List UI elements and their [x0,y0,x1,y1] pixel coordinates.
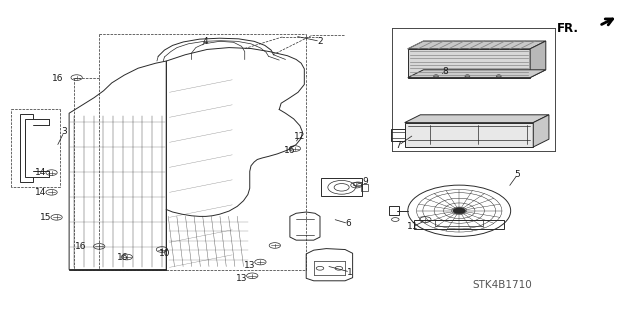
Text: 5: 5 [515,170,520,179]
Text: 10: 10 [159,249,170,258]
Text: 7: 7 [396,141,401,150]
Text: 16: 16 [75,242,86,251]
Text: 2: 2 [317,37,323,46]
Circle shape [433,75,438,77]
Polygon shape [408,49,530,78]
Text: 12: 12 [294,131,306,141]
Text: 3: 3 [61,128,67,137]
Circle shape [465,75,470,77]
Text: FR.: FR. [556,22,579,35]
Bar [361,184,368,191]
Text: 1: 1 [348,268,353,277]
Polygon shape [408,41,546,49]
Polygon shape [404,115,549,122]
Text: 6: 6 [346,219,351,228]
Text: 14: 14 [35,168,47,177]
Text: 11: 11 [407,222,419,231]
Polygon shape [404,122,533,147]
Polygon shape [530,41,546,78]
Bar [389,206,399,215]
Circle shape [496,75,501,77]
Text: 4: 4 [203,37,209,46]
Text: 13: 13 [236,274,247,283]
Text: 13: 13 [244,261,255,270]
Bar [414,219,504,229]
Text: 14: 14 [35,188,47,197]
Polygon shape [408,70,546,78]
Bar [321,178,362,197]
Text: 15: 15 [40,213,51,222]
Text: 16: 16 [284,146,296,155]
Text: 8: 8 [443,67,448,77]
Bar [391,129,404,141]
Circle shape [453,208,465,214]
Text: STK4B1710: STK4B1710 [472,280,532,290]
Text: 16: 16 [116,254,128,263]
Polygon shape [533,115,549,147]
Text: 16: 16 [52,74,63,83]
Bar [435,219,483,226]
Text: 9: 9 [362,177,368,186]
